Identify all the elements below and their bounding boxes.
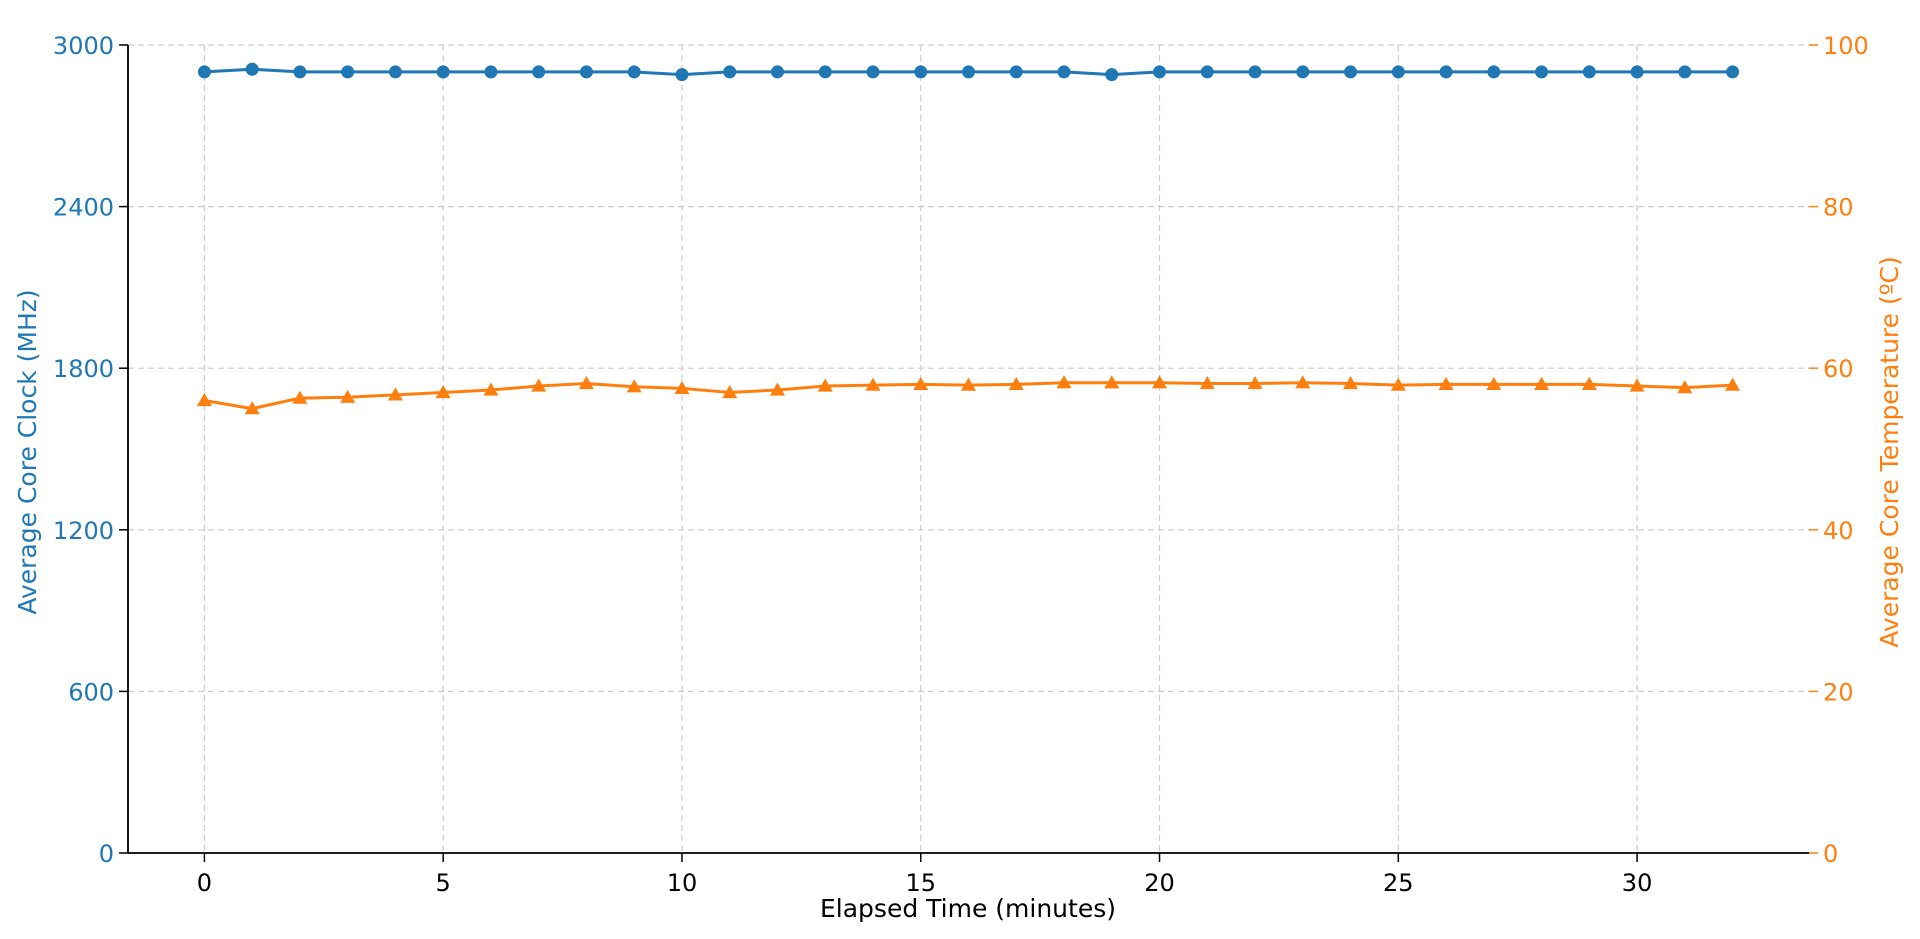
temperature-data-point [292, 390, 308, 404]
clock-data-point [627, 65, 641, 79]
clock-data-point [1105, 68, 1119, 82]
x-tick-label: 10 [667, 869, 698, 897]
y-left-tick-label: 3000 [53, 32, 114, 60]
x-tick-label: 0 [197, 869, 212, 897]
temperature-data-point [865, 377, 881, 391]
temperature-data-point [196, 393, 212, 407]
temperature-data-point [961, 377, 976, 391]
clock-data-point [1391, 65, 1405, 79]
clock-data-point [484, 65, 498, 79]
temperature-data-point [1581, 376, 1597, 390]
clock-data-point [675, 68, 689, 82]
grid-layer [128, 44, 1809, 853]
temperature-data-point [387, 387, 403, 401]
x-tick-label: 30 [1622, 869, 1653, 897]
temperature-data-point [531, 378, 547, 392]
clock-data-point [1153, 65, 1167, 79]
clock-data-point [723, 65, 737, 79]
x-tick-label: 5 [436, 869, 451, 897]
y-right-axis-title: Average Core Temperature (ºC) [1875, 256, 1904, 647]
clock-data-point [1726, 65, 1740, 79]
temperature-data-point [340, 389, 356, 403]
y-left-tick-label: 0 [99, 840, 114, 868]
temperature-data-point [435, 384, 451, 399]
y-right-tick-label: 40 [1823, 517, 1854, 545]
y-left-tick-label: 2400 [53, 194, 114, 222]
temperature-data-point [1343, 376, 1359, 390]
temperature-data-point [483, 382, 499, 396]
clock-data-point [341, 65, 355, 79]
clock-data-point [1582, 65, 1596, 79]
y-right-tick-label: 20 [1823, 678, 1854, 706]
temperature-data-point [1629, 378, 1645, 392]
clock-data-point [962, 65, 975, 79]
x-tick-label: 25 [1383, 869, 1414, 897]
temperature-data-point [1295, 375, 1311, 389]
temperature-data-point [1008, 376, 1024, 390]
temperature-data-point [578, 376, 594, 390]
clock-data-point [1344, 65, 1358, 79]
temperature-data-point [674, 380, 690, 395]
temperature-data-point [1725, 377, 1741, 391]
clock-data-point [245, 62, 259, 76]
temperature-data-point [1438, 376, 1454, 390]
clock-data-point [532, 65, 546, 79]
clock-data-point [388, 65, 402, 79]
temperature-data-point [1247, 376, 1263, 390]
temperature-data-point [769, 382, 785, 396]
temperature-data-point [626, 379, 642, 393]
clock-data-point [197, 65, 211, 79]
clock-data-point [1487, 65, 1501, 79]
clock-data-point [1248, 65, 1262, 79]
temperature-data-point [1486, 376, 1502, 390]
clock-data-point [1630, 65, 1644, 79]
clock-data-point [770, 65, 784, 79]
y-right-tick-label: 60 [1823, 355, 1854, 383]
x-axis-title: Elapsed Time (minutes) [820, 894, 1116, 923]
temperature-data-point [722, 384, 738, 399]
clock-data-point [1439, 65, 1453, 79]
temperature-data-point [1199, 376, 1215, 390]
temperature-data-point [244, 401, 260, 415]
y-right-tick-label: 100 [1823, 32, 1869, 60]
x-tick-label: 20 [1144, 869, 1175, 897]
temperature-data-point [1104, 375, 1120, 389]
axes-layer: 0 5 10 15 20 25 30 0 600 1200 1800 2400 3000 0 20 40 60 8… [53, 32, 1869, 897]
clock-data-point [1296, 65, 1310, 79]
clock-data-point [1009, 65, 1023, 79]
temperature-data-point [817, 378, 833, 392]
y-right-tick-label: 0 [1823, 840, 1838, 868]
temperature-data-point [1056, 375, 1072, 389]
series-layer [196, 62, 1741, 415]
y-left-tick-label: 600 [68, 678, 114, 706]
clock-data-point [1678, 65, 1692, 79]
clock-data-point [579, 65, 593, 79]
clock-data-point [914, 65, 928, 79]
y-left-tick-label: 1800 [53, 355, 114, 383]
labels-layer: Elapsed Time (minutes) Average Core Cloc… [13, 256, 1904, 923]
y-left-tick-label: 1200 [53, 517, 114, 545]
clock-data-point [818, 65, 832, 79]
clock-data-point [866, 65, 880, 79]
temperature-data-point [1152, 375, 1168, 389]
temperature-data-point [1534, 376, 1550, 390]
temperature-data-point [913, 376, 929, 390]
clock-data-point [1057, 65, 1071, 79]
x-tick-label: 15 [905, 869, 936, 897]
y-right-tick-label: 80 [1823, 194, 1854, 222]
temperature-data-point [1390, 377, 1406, 391]
clock-data-point [1535, 65, 1549, 79]
clock-data-point [436, 65, 450, 79]
y-left-axis-title: Average Core Clock (MHz) [13, 289, 42, 614]
clock-data-point [1200, 65, 1214, 79]
clock-data-point [293, 65, 307, 79]
temperature-data-point [1677, 380, 1693, 394]
